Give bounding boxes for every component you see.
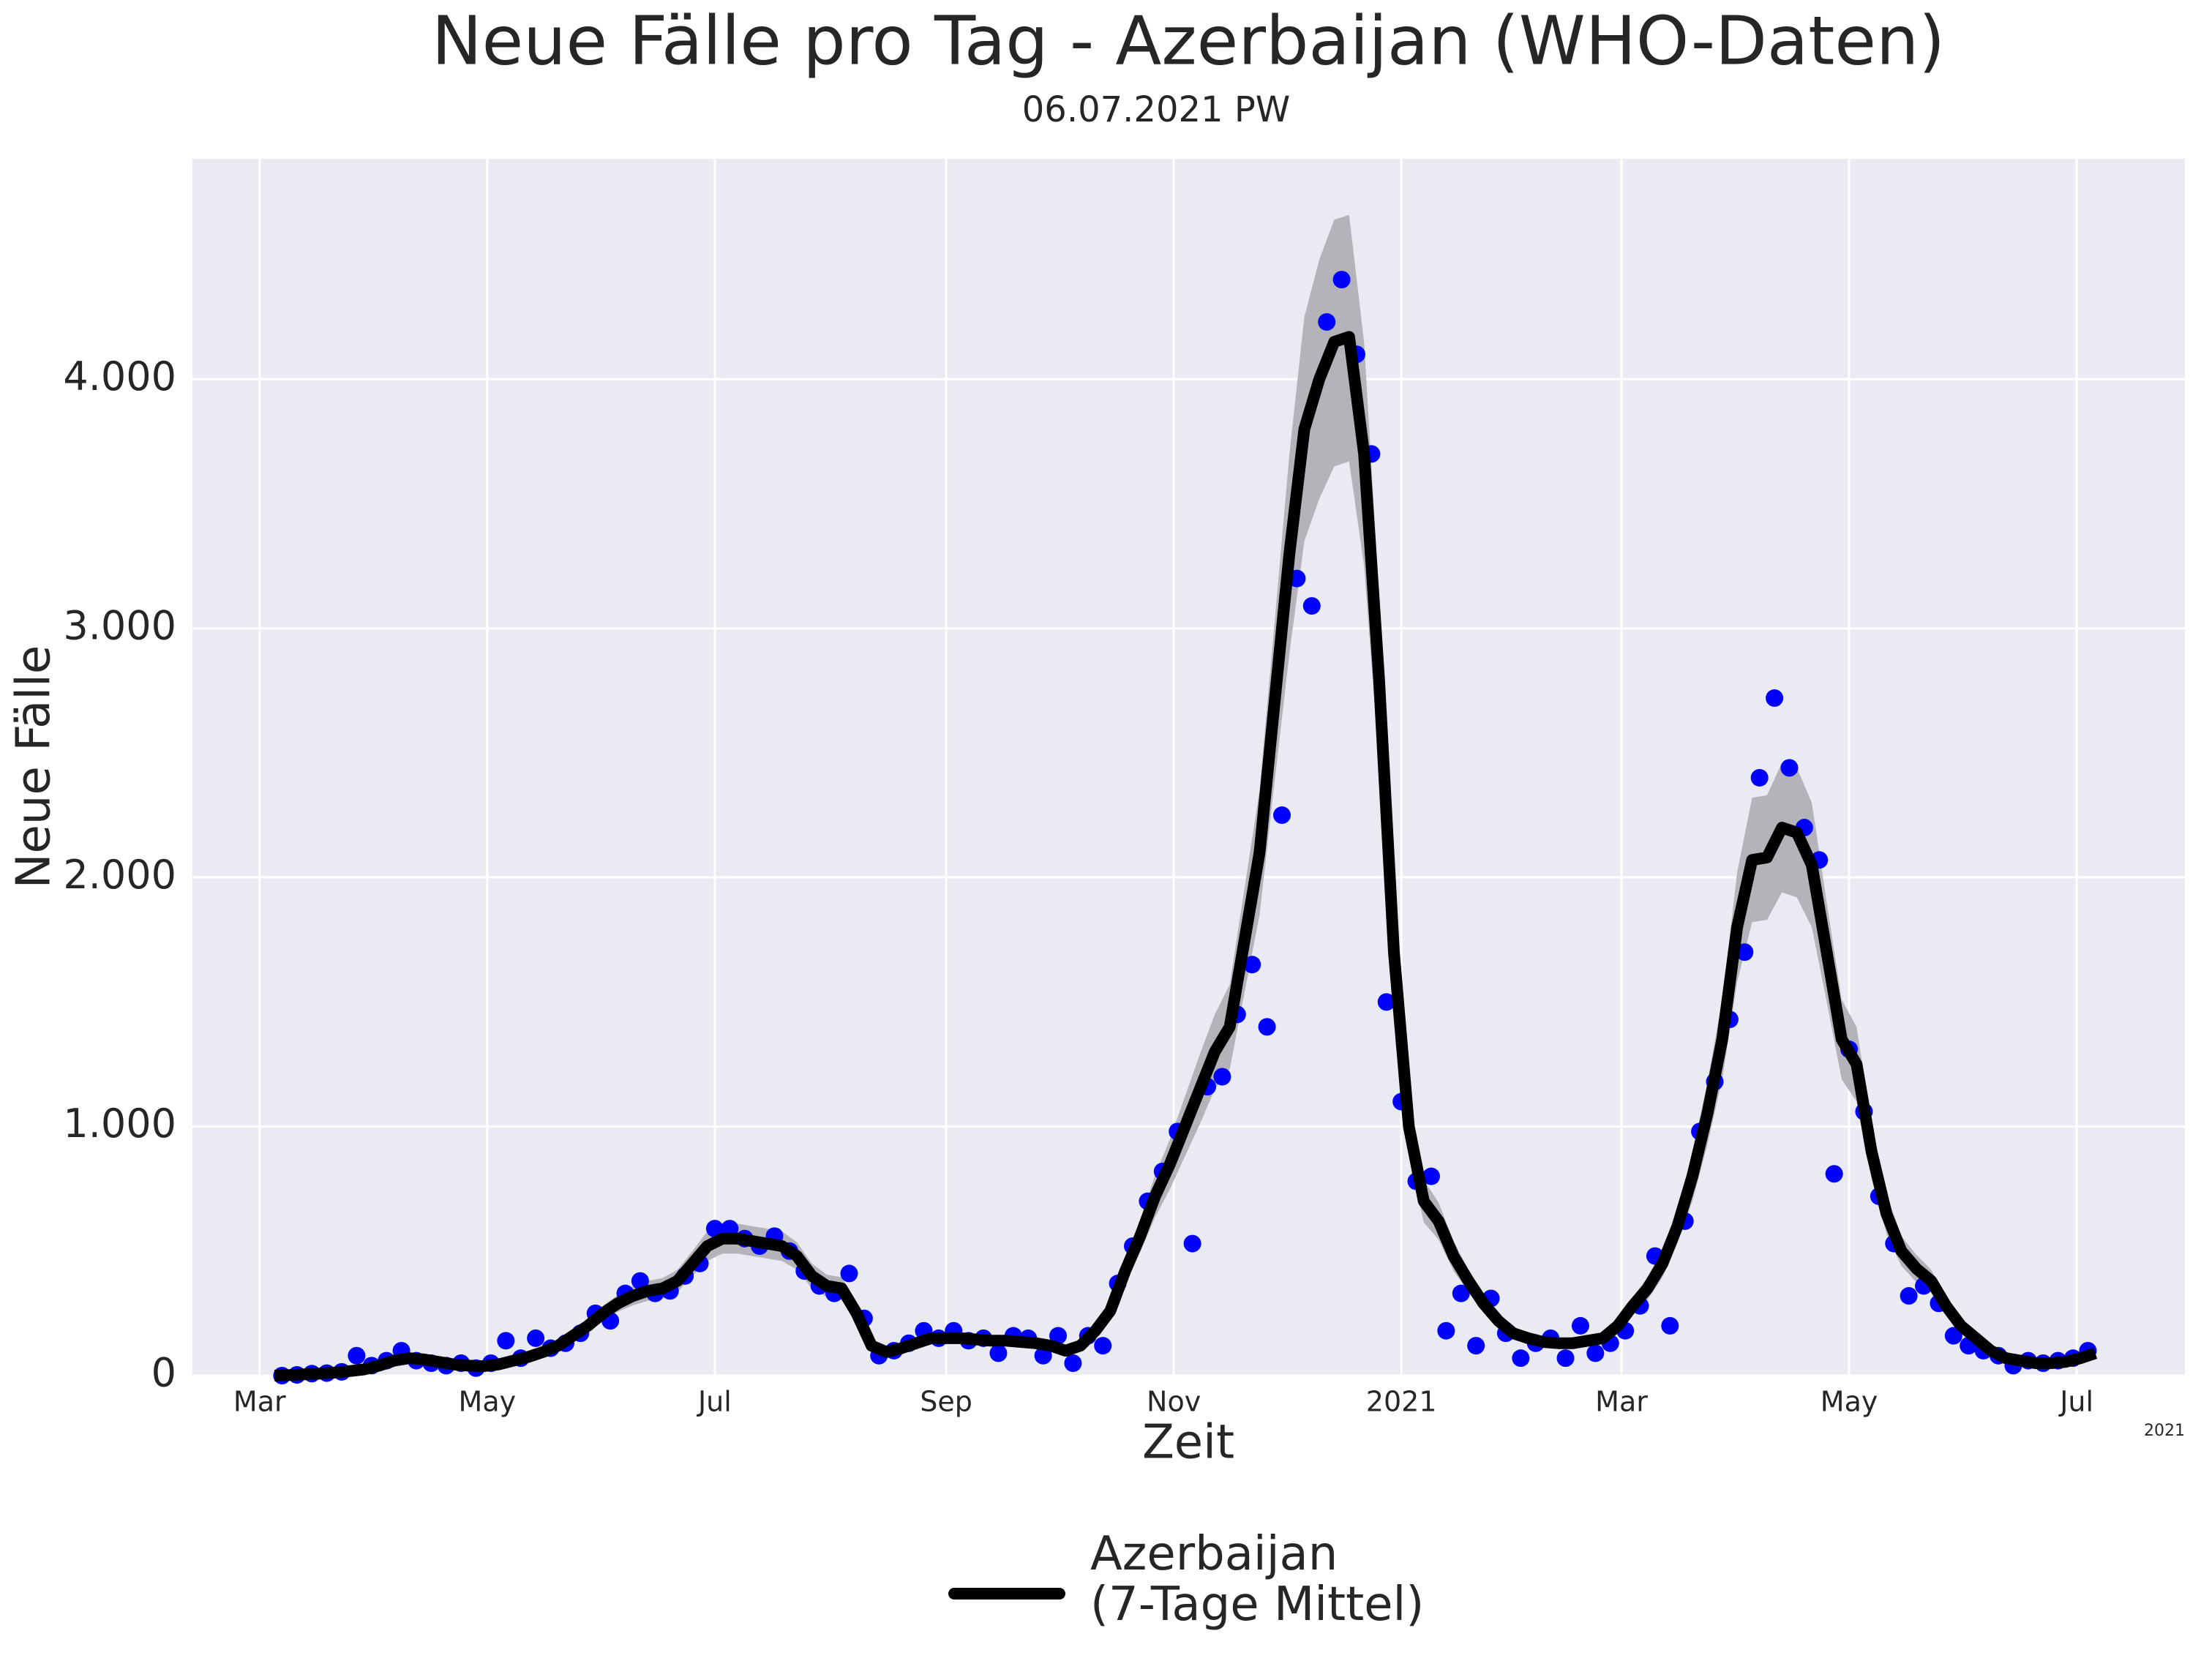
data-point xyxy=(1900,1287,1918,1305)
data-point xyxy=(497,1332,515,1350)
chart-subtitle: 06.07.2021 PW xyxy=(1022,89,1291,130)
data-point xyxy=(1243,956,1261,974)
data-point xyxy=(1094,1337,1112,1355)
y-tick-label: 1.000 xyxy=(63,1100,176,1147)
data-point xyxy=(1780,759,1799,777)
data-point xyxy=(1258,1018,1276,1036)
x-tick-label: Mar xyxy=(233,1386,286,1418)
data-point xyxy=(1944,1327,1962,1345)
x-tick-label: Nov xyxy=(1147,1386,1201,1418)
y-tick-label: 4.000 xyxy=(63,353,176,400)
data-point xyxy=(1571,1316,1589,1335)
x-offset-label: 2021 xyxy=(2144,1422,2185,1440)
y-axis-label: Neue Fälle xyxy=(7,645,61,889)
data-point xyxy=(1422,1167,1440,1185)
data-point xyxy=(989,1344,1008,1362)
data-point xyxy=(1213,1068,1231,1086)
series-line xyxy=(274,331,2098,1381)
x-tick-label: Sep xyxy=(920,1386,972,1418)
x-tick-label: Jul xyxy=(697,1386,732,1418)
data-point xyxy=(631,1272,649,1290)
data-point xyxy=(1183,1234,1201,1253)
x-tick-label: May xyxy=(459,1386,517,1418)
data-point xyxy=(1825,1165,1843,1183)
data-point xyxy=(705,1220,724,1238)
data-point xyxy=(840,1264,858,1283)
data-point xyxy=(1064,1354,1082,1372)
data-point xyxy=(527,1329,545,1347)
data-point xyxy=(1302,597,1321,615)
data-point xyxy=(1318,312,1336,331)
data-point xyxy=(1661,1316,1679,1335)
data-point xyxy=(1034,1346,1052,1365)
x-tick-label: Jul xyxy=(2058,1386,2093,1418)
y-tick-label: 0 xyxy=(151,1350,176,1396)
y-tick-label: 2.000 xyxy=(63,852,176,898)
data-point xyxy=(1272,806,1291,825)
legend-label: Azerbaijan (7-Tage Mittel) xyxy=(1090,1529,1425,1632)
data-point xyxy=(1556,1349,1575,1368)
data-point xyxy=(1586,1344,1605,1362)
data-point xyxy=(1766,689,1784,708)
x-tick-label: May xyxy=(1821,1386,1878,1418)
data-point xyxy=(1049,1327,1068,1345)
x-tick-label: 2021 xyxy=(1366,1386,1437,1418)
plot-background xyxy=(192,159,2185,1376)
data-point xyxy=(1452,1284,1470,1302)
data-point xyxy=(1750,768,1769,787)
data-point xyxy=(1377,993,1395,1011)
x-tick-label: Mar xyxy=(1595,1386,1648,1418)
y-tick-label: 3.000 xyxy=(63,602,176,648)
data-point xyxy=(1437,1321,1455,1340)
x-axis-label: Zeit xyxy=(1142,1416,1234,1470)
data-point xyxy=(1467,1337,1485,1355)
chart-title: Neue Fälle pro Tag - Azerbaijan (WHO-Dat… xyxy=(432,1,1945,80)
legend-box: Azerbaijan (7-Tage Mittel) xyxy=(1090,1529,1425,1632)
data-point xyxy=(348,1346,366,1365)
data-point xyxy=(1512,1349,1530,1368)
data-point xyxy=(1332,271,1351,289)
